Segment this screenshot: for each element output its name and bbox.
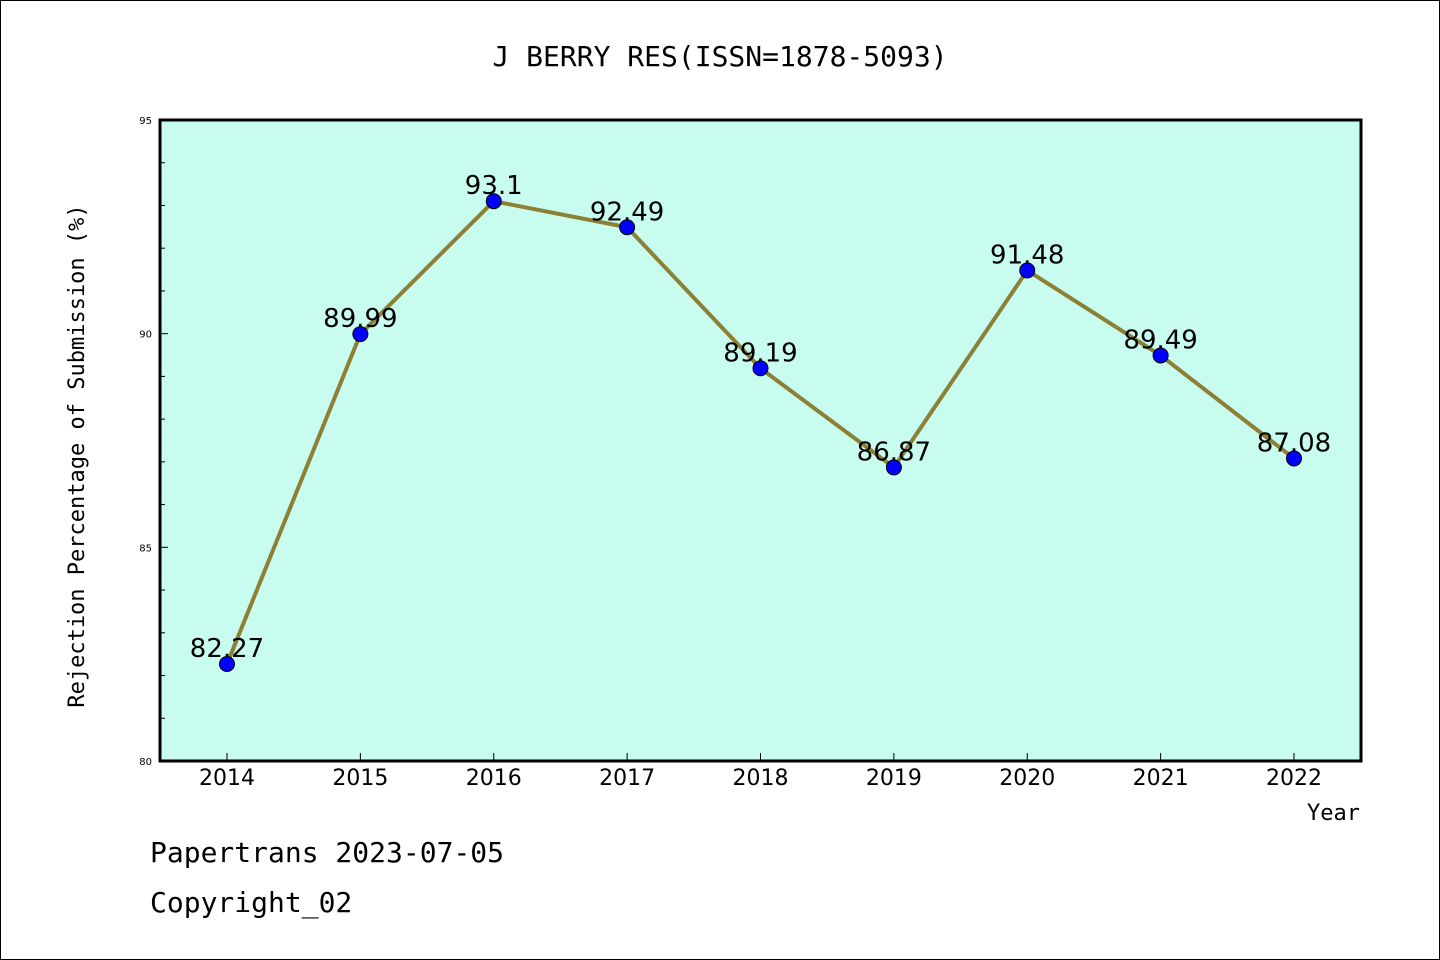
y-axis-label: Rejection Percentage of Submission (%) [65,204,90,707]
data-point [1152,347,1169,364]
y-tick-label: 95 [139,116,152,127]
x-tick-label: 2014 [199,766,255,791]
y-tick-label: 90 [139,330,152,341]
x-tick-label: 2016 [466,766,522,791]
data-point [885,459,902,476]
plot-area [160,120,1361,761]
data-label: 92.49 [590,197,664,227]
data-label: 89.49 [1123,325,1197,355]
series [219,193,1302,672]
x-tick-label: 2020 [999,766,1055,791]
data-point [485,193,502,210]
data-point [1019,262,1036,279]
data-label: 86.87 [857,437,931,467]
x-axis-label: Year [1307,801,1360,826]
footer-copyright: Copyright_02 [150,886,353,919]
x-tick-label: 2019 [866,766,922,791]
x-tick-label: 2017 [599,766,655,791]
data-point [352,326,369,343]
chart-title: J BERRY RES(ISSN=1878-5093) [492,40,947,73]
data-label: 91.48 [990,240,1064,270]
x-tick-label: 2022 [1266,766,1322,791]
x-tick-label: 2018 [733,766,789,791]
data-point [752,360,769,377]
x-tick-label: 2021 [1133,766,1189,791]
y-tick-label: 85 [139,543,152,554]
data-point [1286,450,1302,467]
data-point [219,655,235,672]
y-tick-label: 80 [139,757,152,768]
data-label: 93.1 [465,171,523,201]
plot-border [158,118,1363,763]
data-point [619,219,636,236]
data-label: 89.19 [723,338,797,368]
data-label: 89.99 [323,304,397,334]
x-tick-label: 2015 [332,766,388,791]
x-axis: 2014 2015 2016 2017 2018 2019 2020 2021 2022 [199,753,1322,791]
footer-date: Papertrans 2023-07-05 [150,836,505,869]
data-labels: 82.27 89.99 93.1 92.49 89.19 86.87 91.48 89.49 8… [190,171,1331,664]
data-label: 82.27 [190,634,264,664]
data-label: 87.08 [1257,428,1331,458]
